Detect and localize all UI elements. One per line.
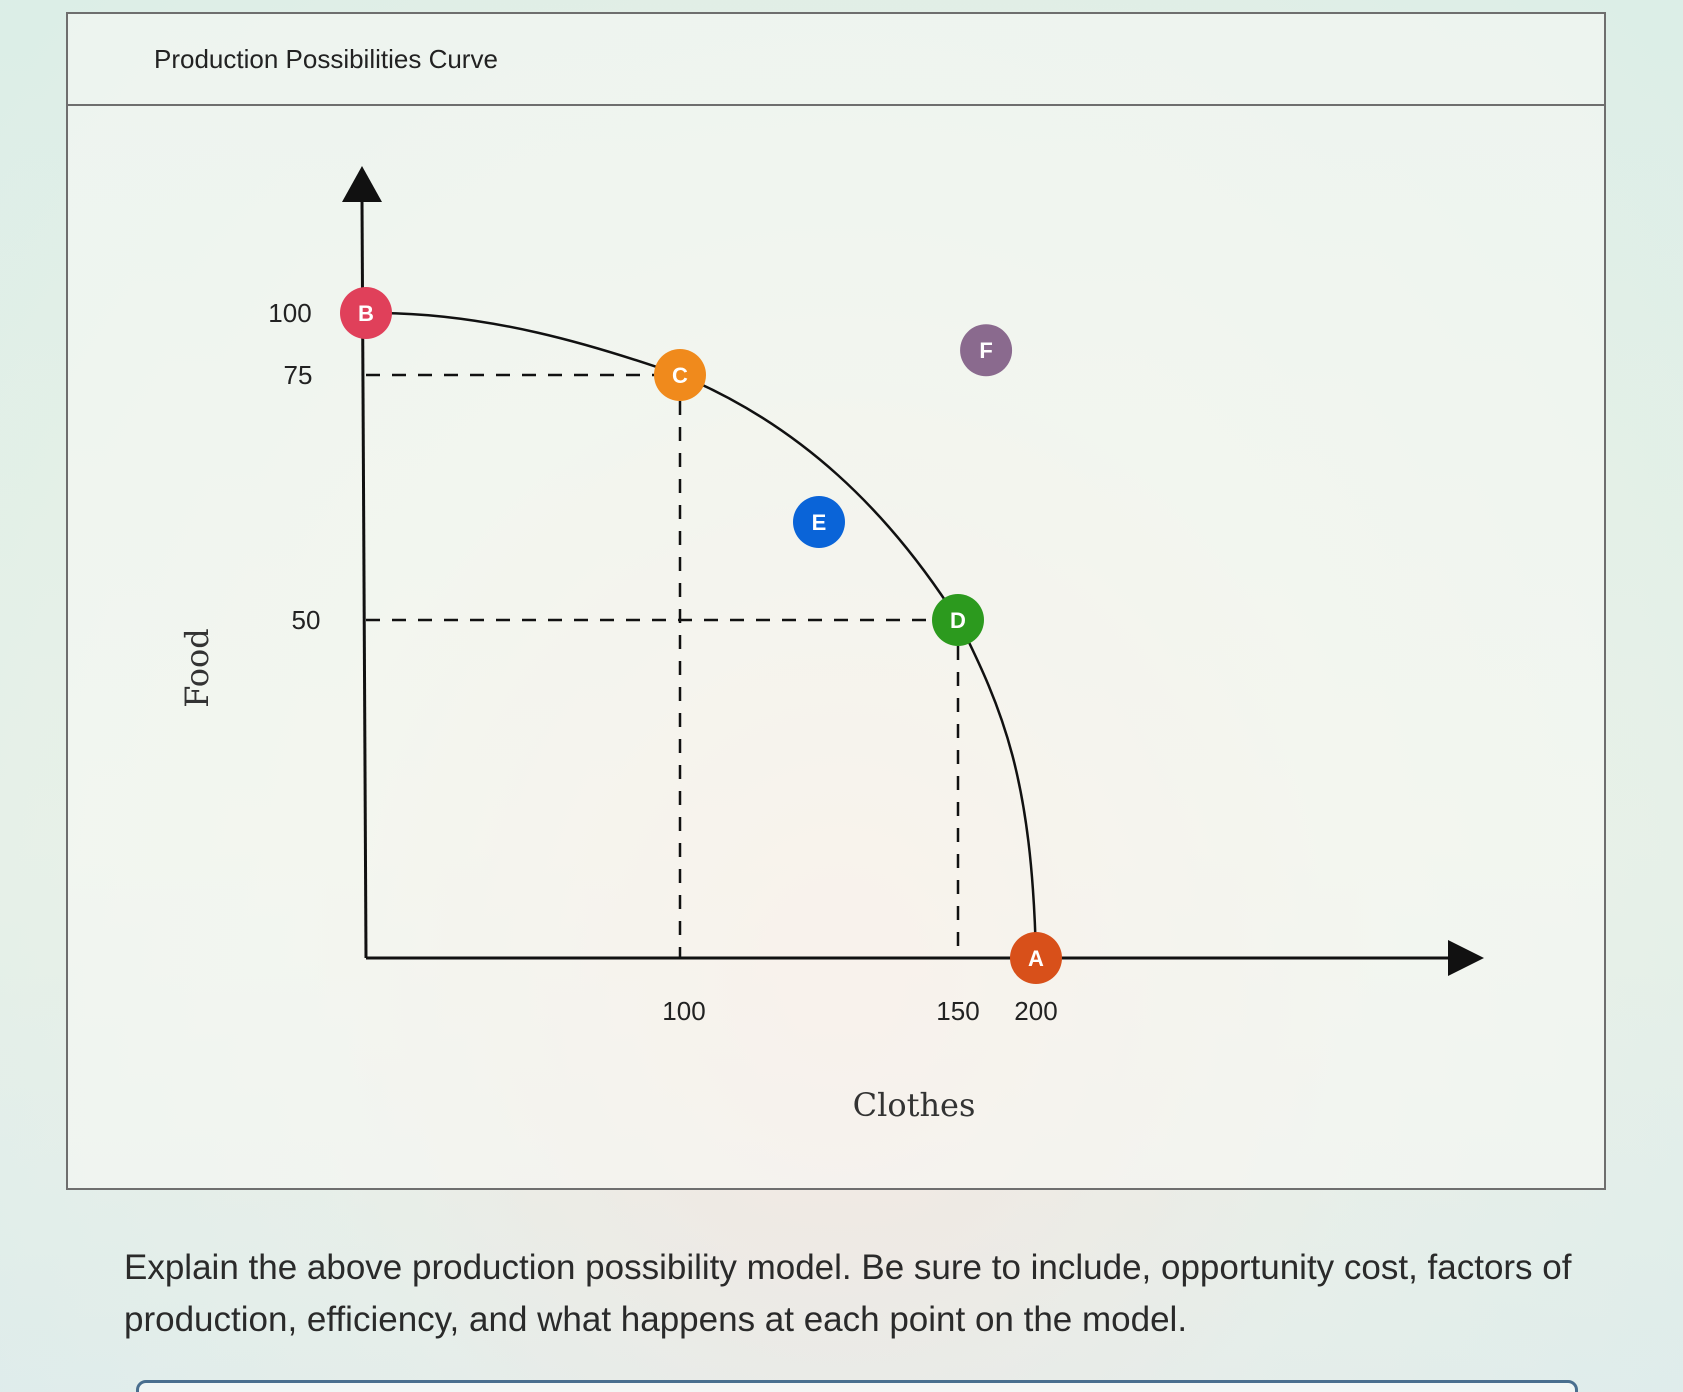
x-tick-label: 200: [1014, 996, 1057, 1026]
point-d-marker: [932, 594, 984, 646]
chart-card: Production Possibilities Curve: [66, 12, 1606, 1190]
x-axis-label: Clothes: [853, 1086, 976, 1124]
point-c-label: C: [672, 363, 688, 388]
point-d-label: D: [950, 608, 966, 633]
ppc-chart: 100 75 50 100 150 200 Clothes Food B C F E D A: [178, 166, 1484, 1124]
ppc-curve: [365, 311, 1038, 959]
x-axis-arrow: [1448, 940, 1484, 976]
chart-title: Production Possibilities Curve: [154, 44, 498, 74]
point-c-marker: [654, 349, 706, 401]
y-tick-label: 75: [284, 360, 313, 390]
point-e-marker: [793, 496, 845, 548]
point-b-marker: [340, 287, 392, 339]
question-prompt: Explain the above production possibility…: [124, 1248, 1572, 1339]
y-axis-label: Food: [178, 628, 216, 707]
point-a-marker: [1010, 932, 1062, 984]
point-b-label: B: [358, 301, 374, 326]
point-a-label: A: [1028, 946, 1044, 971]
answer-textarea[interactable]: [136, 1380, 1578, 1392]
card-header: Production Possibilities Curve: [68, 14, 1604, 106]
y-tick-label: 100: [268, 298, 311, 328]
point-f-marker: [960, 324, 1013, 377]
x-tick-label: 150: [936, 996, 979, 1026]
x-tick-label: 100: [662, 996, 705, 1026]
point-f-label: F: [979, 338, 992, 363]
y-tick-label: 50: [292, 605, 321, 635]
point-e-label: E: [812, 510, 827, 535]
y-axis-arrow: [342, 166, 382, 202]
